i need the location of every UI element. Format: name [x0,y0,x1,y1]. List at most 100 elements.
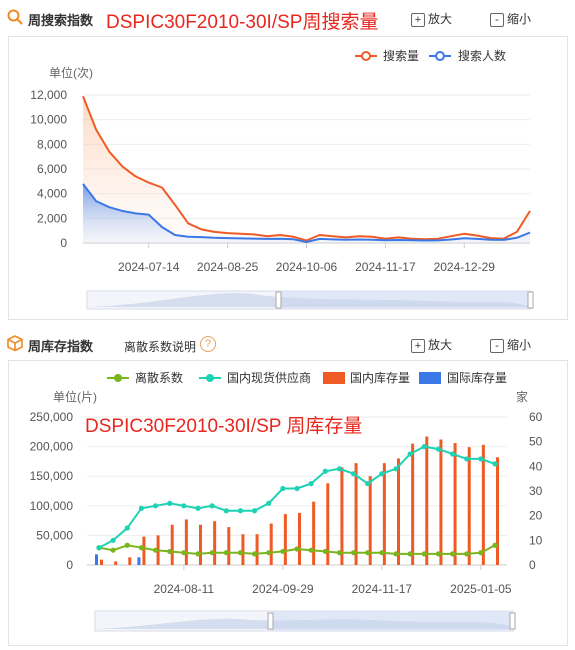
domestic-suppliers-point[interactable] [96,545,102,551]
domestic-suppliers-point[interactable] [266,500,272,506]
domestic-suppliers-point[interactable] [124,525,130,531]
dispersion-point[interactable] [280,548,286,555]
dispersion-point[interactable] [209,550,215,556]
search-slider-handle-left[interactable] [275,291,282,309]
dispersion-point[interactable] [152,547,159,553]
domestic-suppliers-point[interactable] [251,508,258,514]
dispersion-point[interactable] [464,551,470,557]
dispersion-point[interactable] [251,551,258,557]
dispersion-point[interactable] [223,550,229,556]
search-zoom-out-button[interactable]: - 缩小 [490,10,531,27]
domestic-suppliers-point[interactable] [181,503,187,509]
inventory-zoom-in-button[interactable]: + 放大 [411,336,452,353]
dispersion-point[interactable] [124,542,130,548]
intl-stock-bar[interactable] [137,557,141,565]
domestic-suppliers-point[interactable] [237,508,244,514]
domestic-stock-bar[interactable] [439,439,443,565]
domestic-stock-bar[interactable] [100,559,103,565]
domestic-stock-bar[interactable] [213,521,217,565]
domestic-stock-bar[interactable] [397,458,400,565]
dispersion-point[interactable] [195,551,201,557]
domestic-stock-bar[interactable] [481,444,485,565]
dispersion-point[interactable] [407,551,413,557]
inventory-slider-handle-left[interactable] [267,612,274,630]
domestic-stock-bar[interactable] [170,524,174,565]
search-zoom-slider[interactable] [86,290,534,310]
domestic-stock-bar[interactable] [425,436,429,565]
domestic-suppliers-point[interactable] [294,485,300,492]
dispersion-point[interactable] [308,547,314,553]
dispersion-point[interactable] [322,548,328,555]
dispersion-point[interactable] [110,547,116,553]
domestic-suppliers-point[interactable] [379,471,385,477]
legend-item-domestic-suppliers[interactable]: 国内现货供应商 [199,370,311,385]
domestic-suppliers-point[interactable] [449,451,456,457]
domestic-stock-bar[interactable] [467,447,471,565]
legend-item-dispersion[interactable]: 离散系数 [107,370,183,385]
legend-item-intl-stock[interactable]: 国际库存量 [419,370,507,385]
domestic-stock-bar[interactable] [128,557,132,565]
legend-item-domestic-stock[interactable]: 国内库存量 [323,370,410,385]
domestic-stock-bar[interactable] [453,443,457,565]
domestic-suppliers-point[interactable] [280,485,286,492]
dispersion-point[interactable] [365,550,371,556]
domestic-suppliers-point[interactable] [435,446,442,452]
domestic-suppliers-point[interactable] [421,444,427,450]
domestic-stock-bar[interactable] [382,463,386,565]
domestic-suppliers-point[interactable] [407,451,413,457]
domestic-suppliers-point[interactable] [195,505,201,511]
domestic-suppliers-point[interactable] [152,503,159,509]
domestic-stock-bar[interactable] [340,467,344,565]
dispersion-point[interactable] [350,550,357,556]
dispersion-point[interactable] [266,550,272,556]
domestic-suppliers-point[interactable] [492,461,498,467]
help-icon[interactable]: ? [200,336,216,352]
domestic-suppliers-point[interactable] [365,481,371,487]
domestic-suppliers-point[interactable] [464,456,470,462]
intl-stock-bar[interactable] [95,554,98,565]
domestic-suppliers-point[interactable] [223,508,229,514]
domestic-suppliers-point[interactable] [138,505,145,511]
dispersion-point[interactable] [181,550,187,556]
domestic-stock-bar[interactable] [411,443,415,565]
dispersion-point[interactable] [237,550,244,556]
domestic-stock-bar[interactable] [298,512,301,565]
dispersion-point[interactable] [435,551,442,557]
dispersion-point[interactable] [294,546,300,552]
dispersion-point[interactable] [421,551,427,557]
dispersion-point[interactable] [393,551,399,557]
dispersion-point[interactable] [492,542,498,548]
domestic-stock-bar[interactable] [255,534,259,565]
dispersion-help-link[interactable]: 离散系数说明 [124,340,197,354]
domestic-stock-bar[interactable] [199,524,202,565]
domestic-stock-bar[interactable] [326,483,330,565]
domestic-suppliers-point[interactable] [322,468,328,474]
domestic-stock-bar[interactable] [114,561,118,565]
dispersion-point[interactable] [478,550,484,556]
inventory-zoom-slider[interactable] [94,610,516,632]
domestic-stock-bar[interactable] [312,501,316,565]
domestic-stock-bar[interactable] [269,523,273,565]
domestic-suppliers-point[interactable] [393,466,399,472]
search-slider-handle-right[interactable] [527,291,534,309]
dispersion-point[interactable] [379,550,385,556]
domestic-suppliers-point[interactable] [167,500,173,506]
domestic-suppliers-point[interactable] [336,466,343,472]
domestic-stock-bar[interactable] [142,536,146,565]
domestic-stock-bar[interactable] [184,519,188,565]
inventory-zoom-out-button[interactable]: - 缩小 [490,336,531,353]
domestic-stock-bar[interactable] [283,514,287,565]
domestic-stock-bar[interactable] [496,457,499,565]
legend-item-search-volume[interactable]: 搜索量 [355,48,419,63]
domestic-suppliers-point[interactable] [110,537,116,543]
domestic-stock-bar[interactable] [241,534,245,565]
domestic-suppliers-point[interactable] [350,471,357,477]
dispersion-point[interactable] [449,551,456,557]
domestic-stock-bar[interactable] [354,463,358,565]
domestic-suppliers-point[interactable] [478,456,484,462]
domestic-stock-bar[interactable] [368,476,372,565]
dispersion-point[interactable] [138,545,145,551]
search-zoom-in-button[interactable]: + 放大 [411,10,452,27]
domestic-suppliers-point[interactable] [209,503,215,509]
dispersion-point[interactable] [336,550,343,556]
